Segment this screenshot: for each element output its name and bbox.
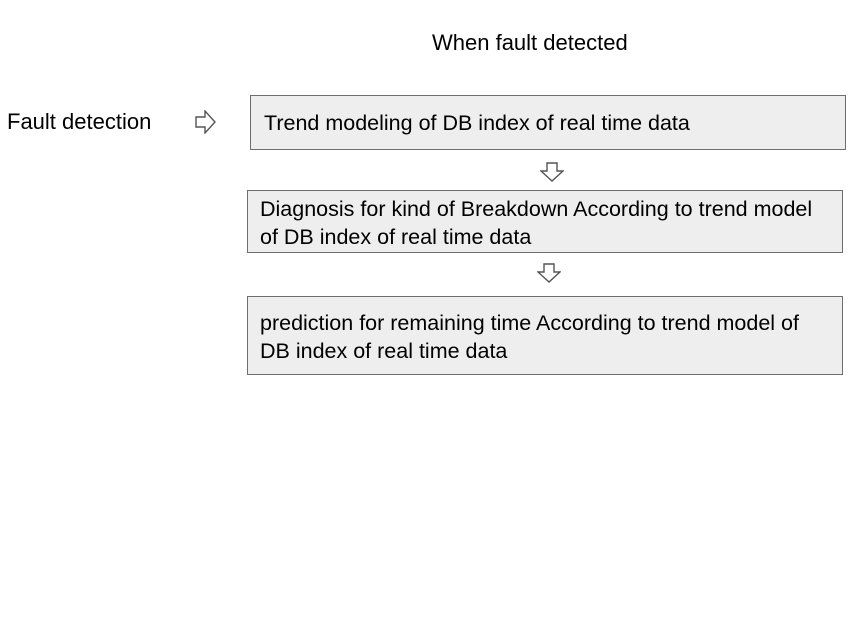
down-arrow-icon xyxy=(540,162,564,182)
step-box-diagnosis: Diagnosis for kind of Breakdown Accordin… xyxy=(247,190,843,253)
fault-detection-label: Fault detection xyxy=(7,109,152,134)
step-box-trend-modeling: Trend modeling of DB index of real time … xyxy=(250,95,846,150)
down-arrow-icon xyxy=(537,263,561,283)
diagram-title: When fault detected xyxy=(432,30,628,55)
step-text-trend-modeling: Trend modeling of DB index of real time … xyxy=(264,111,690,135)
step-text-prediction: prediction for remaining time According … xyxy=(260,311,799,363)
right-arrow-icon xyxy=(195,110,216,134)
step-box-prediction: prediction for remaining time According … xyxy=(247,296,843,375)
step-text-diagnosis: Diagnosis for kind of Breakdown Accordin… xyxy=(260,197,813,249)
